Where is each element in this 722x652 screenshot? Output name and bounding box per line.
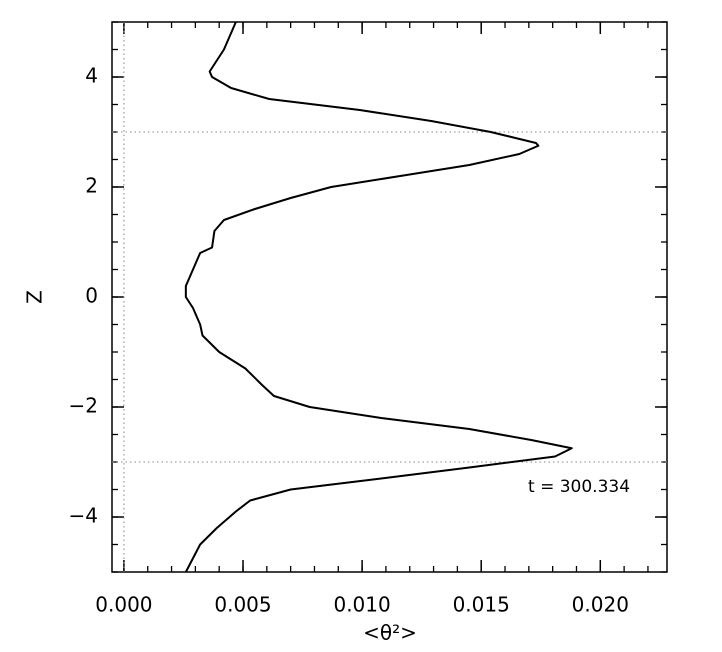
x-tick-label: 0.020	[572, 593, 629, 617]
x-tick-label: 0.015	[453, 593, 510, 617]
y-tick-label: −4	[69, 504, 98, 528]
y-tick-label: 2	[85, 174, 98, 198]
y-tick-label: 0	[85, 284, 98, 308]
y-axis-label: Z	[23, 290, 47, 304]
x-tick-label: 0.010	[333, 593, 390, 617]
y-tick-label: 4	[85, 64, 98, 88]
y-tick-label: −2	[69, 394, 98, 418]
x-axis-label: <θ²>	[363, 621, 417, 645]
x-tick-label: 0.000	[95, 593, 152, 617]
annotation: t = 300.334	[528, 477, 630, 497]
x-tick-label: 0.005	[214, 593, 271, 617]
profile-line	[184, 21, 573, 573]
